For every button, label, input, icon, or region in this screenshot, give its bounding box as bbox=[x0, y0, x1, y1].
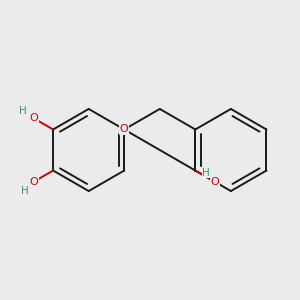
Text: O: O bbox=[29, 113, 38, 123]
Text: O: O bbox=[120, 124, 129, 134]
Text: O: O bbox=[29, 177, 38, 187]
Text: H: H bbox=[202, 168, 210, 178]
Text: H: H bbox=[21, 186, 28, 196]
Text: H: H bbox=[20, 106, 27, 116]
Text: O: O bbox=[211, 177, 219, 187]
